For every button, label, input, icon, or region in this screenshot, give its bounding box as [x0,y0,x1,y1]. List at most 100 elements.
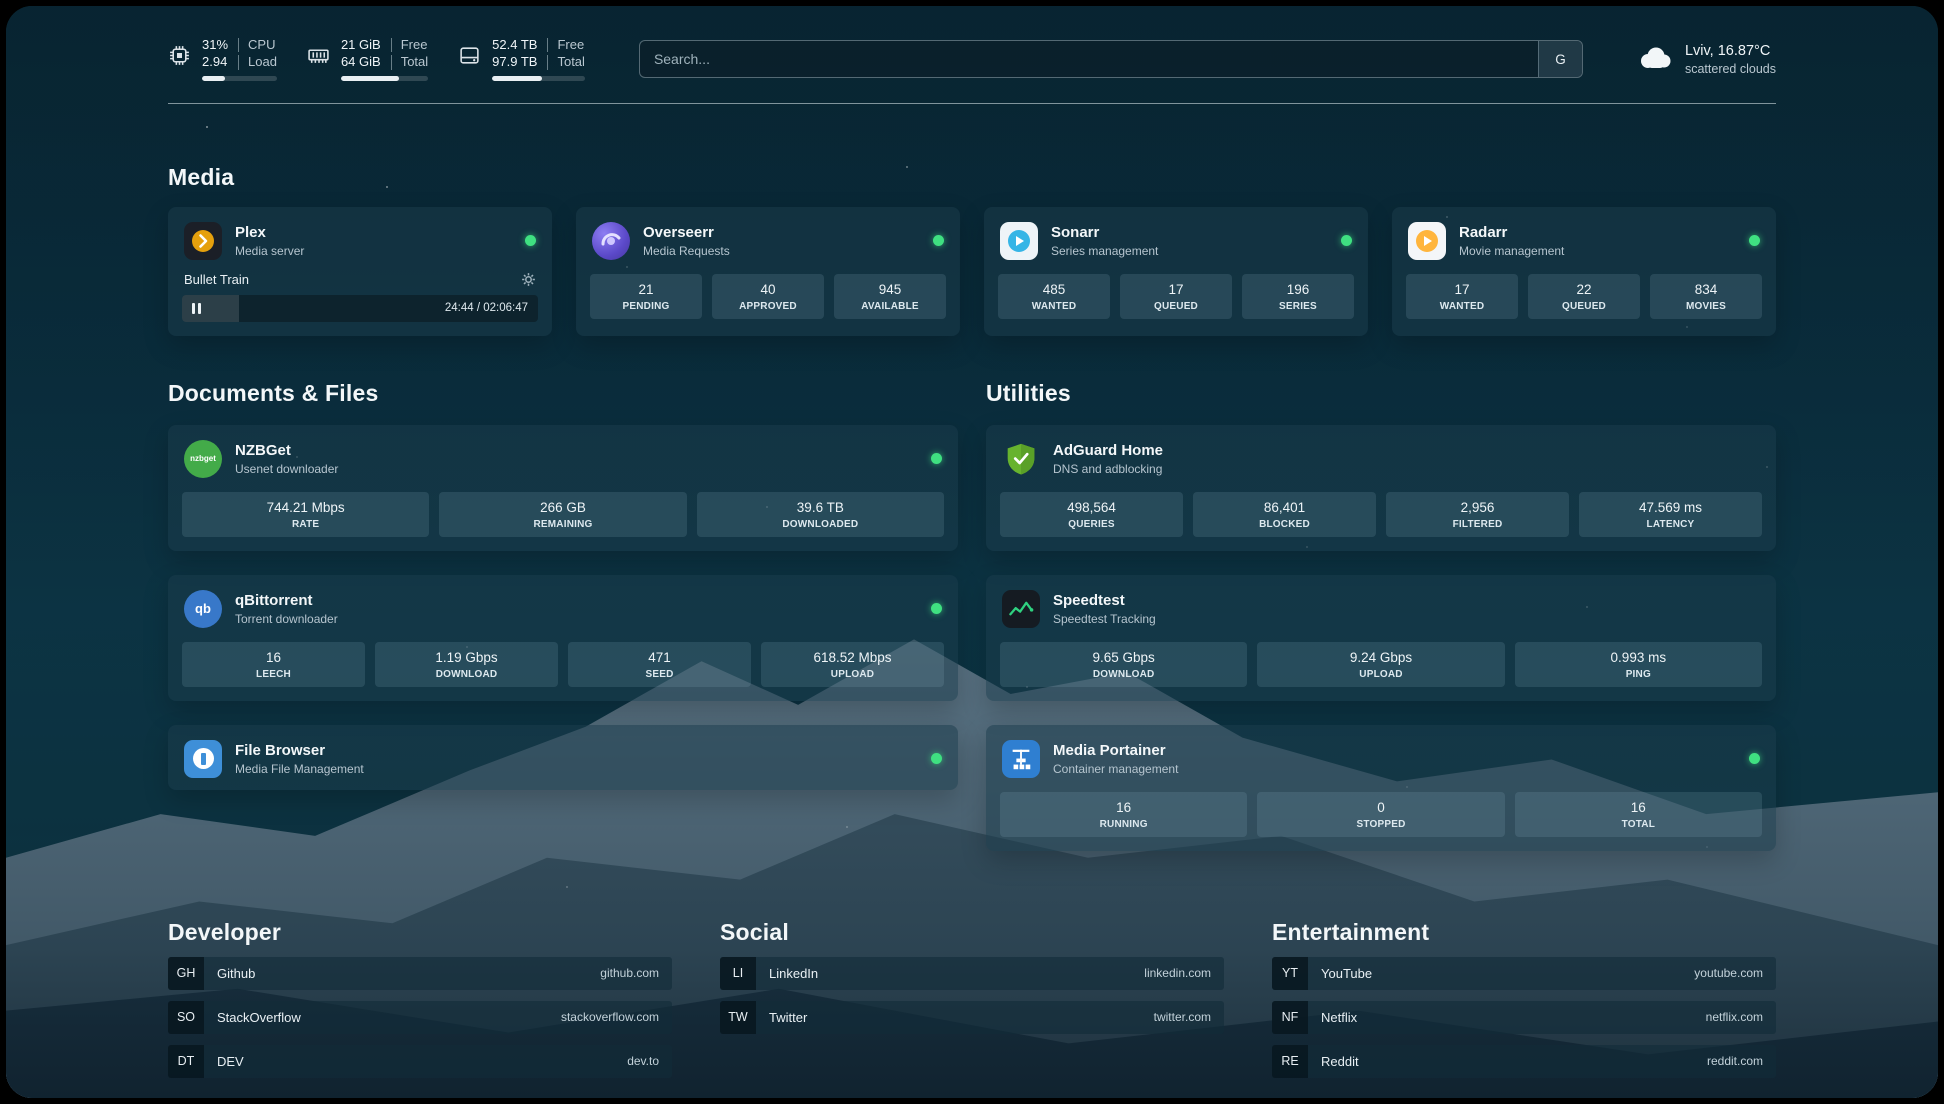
adguard-stat-latency: 47.569 ms LATENCY [1579,491,1762,537]
twitter-name: Twitter [769,1009,808,1025]
speedtest-stat-ping: 0.993 ms PING [1514,641,1762,687]
app-card-overseerr: Overseerr Media Requests 21 PENDING 40 A… [576,206,960,336]
qbittorrent-stat-upload: 618.52 Mbps UPLOAD [761,641,944,687]
dashboard-window: 31% CPU 2.94 Load [6,6,1938,1098]
qbittorrent-app-link[interactable]: qb qBittorrent Torrent downloader [168,575,958,640]
overseerr-icon [592,221,630,260]
disk-progress-bar [492,75,585,81]
radarr-app-link[interactable]: Radarr Movie management [1392,207,1776,272]
ram-total-label: Total [390,54,428,70]
ram-total-value: 64 GiB [340,54,381,70]
background-snow-specks [206,126,208,128]
stackoverflow-name: StackOverflow [217,1009,301,1025]
adguard-stat-filtered: 2,956 FILTERED [1386,491,1569,537]
weather-location: Lviv, 16.87°C [1684,42,1771,59]
bookmark-group-entertainment: Entertainment YT YouTube youtube.com NF … [1272,919,1776,1078]
portainer-status-dot [1749,753,1760,765]
overseerr-app-link[interactable]: Overseerr Media Requests [576,207,960,272]
overseerr-subtitle: Media Requests [643,243,730,258]
netflix-name: Netflix [1321,1009,1358,1025]
utilities-section-title: Utilities [986,379,1071,406]
developer-group-title: Developer [168,918,282,945]
app-card-sonarr: Sonarr Series management 485 WANTED 17 Q… [984,206,1368,336]
radarr-icon [1408,221,1446,260]
adguard-app-link[interactable]: AdGuard Home DNS and adblocking [986,425,1776,490]
sonarr-name: Sonarr [1051,223,1100,241]
weather-condition: scattered clouds [1684,61,1776,76]
cpu-icon [168,44,191,72]
plex-app-link[interactable]: Plex Media server [168,207,552,272]
sonarr-stat-queued: 17 QUEUED [1120,273,1232,319]
search-bar: G [638,40,1583,79]
pause-icon[interactable] [192,302,201,314]
bookmark-stackoverflow[interactable]: SO StackOverflow stackoverflow.com [168,1000,672,1034]
ram-icon [307,44,330,72]
radarr-stat-wanted: 17 WANTED [1406,273,1518,319]
bookmark-youtube[interactable]: YT YouTube youtube.com [1272,956,1776,990]
linkedin-name: LinkedIn [769,965,819,981]
top-bar: 31% CPU 2.94 Load [168,6,1776,81]
bookmark-netflix[interactable]: NF Netflix netflix.com [1272,1000,1776,1034]
overseerr-stat-available: 945 AVAILABLE [834,273,946,319]
speedtest-stat-download: 9.65 Gbps DOWNLOAD [1000,641,1248,687]
radarr-name: Radarr [1459,223,1508,241]
search-engine-button[interactable]: G [1537,41,1582,78]
bookmark-linkedin[interactable]: LI LinkedIn linkedin.com [720,956,1224,990]
overseerr-stat-approved: 40 APPROVED [712,273,824,319]
bookmark-github[interactable]: GH Github github.com [168,956,672,990]
portainer-stat-running: 16 RUNNING [1000,791,1248,837]
app-card-speedtest: Speedtest Speedtest Tracking 9.65 Gbps D… [986,574,1776,701]
linkedin-url: linkedin.com [1144,966,1211,981]
header-divider [168,102,1776,104]
cpu-load-label: Load [238,54,277,70]
overseerr-stat-pending: 21 PENDING [590,273,702,319]
reddit-name: Reddit [1321,1053,1359,1069]
qbittorrent-stat-download: 1.19 Gbps DOWNLOAD [375,641,558,687]
app-card-nzbget: nzbget NZBGet Usenet downloader 744.21 M… [168,424,958,551]
github-abbr-icon: GH [168,956,204,990]
speedtest-app-link[interactable]: Speedtest Speedtest Tracking [986,575,1776,640]
nzbget-name: NZBGet [235,441,291,459]
plex-now-playing-title: Bullet Train [184,271,250,287]
search-input[interactable] [639,41,1538,78]
adguard-stat-blocked: 86,401 BLOCKED [1193,491,1376,537]
bookmark-reddit[interactable]: RE Reddit reddit.com [1272,1044,1776,1078]
radarr-stat-queued: 22 QUEUED [1528,273,1640,319]
nzbget-stat-rate: 744.21 Mbps RATE [182,491,430,537]
filebrowser-app-link[interactable]: File Browser Media File Management [168,725,958,790]
speedtest-stat-upload: 9.24 Gbps UPLOAD [1257,641,1505,687]
plex-player-bar[interactable]: 24:44 / 02:06:47 [182,294,538,322]
plex-playback-time: 24:44 / 02:06:47 [444,302,528,315]
bookmark-dev[interactable]: DT DEV dev.to [168,1044,672,1078]
portainer-icon [1002,739,1040,778]
media-section-title: Media [168,163,235,190]
gear-icon[interactable] [521,272,536,287]
stackoverflow-url: stackoverflow.com [560,1010,659,1025]
portainer-subtitle: Container management [1053,761,1179,776]
sonarr-app-link[interactable]: Sonarr Series management [984,207,1368,272]
disk-total-label: Total [547,54,585,70]
cpu-percent: 31% [202,37,229,52]
speedtest-icon [1002,589,1040,628]
portainer-app-link[interactable]: Media Portainer Container management [986,725,1776,790]
adguard-name: AdGuard Home [1053,441,1164,459]
nzbget-app-link[interactable]: nzbget NZBGet Usenet downloader [168,425,958,490]
disk-free-value: 52.4 TB [492,37,538,52]
portainer-stat-stopped: 0 STOPPED [1257,791,1505,837]
documents-section-title: Documents & Files [168,379,379,406]
bookmark-twitter[interactable]: TW Twitter twitter.com [720,1000,1224,1034]
nzbget-icon: nzbget [184,439,222,478]
dev-url: dev.to [627,1054,659,1069]
twitter-url: twitter.com [1153,1010,1211,1025]
dev-abbr-icon: DT [168,1044,204,1078]
speedtest-subtitle: Speedtest Tracking [1053,611,1156,626]
app-card-portainer: Media Portainer Container management 16 … [986,724,1776,851]
ram-free-label: Free [390,37,428,53]
disk-free-label: Free [547,37,584,53]
ram-usage-widget: 21 GiB Free 64 GiB Total [307,37,429,81]
netflix-url: netflix.com [1705,1010,1763,1025]
filebrowser-name: File Browser [235,741,326,759]
radarr-subtitle: Movie management [1459,243,1565,258]
section-media: Media Plex Media server [168,164,1776,336]
overseerr-name: Overseerr [643,223,714,241]
